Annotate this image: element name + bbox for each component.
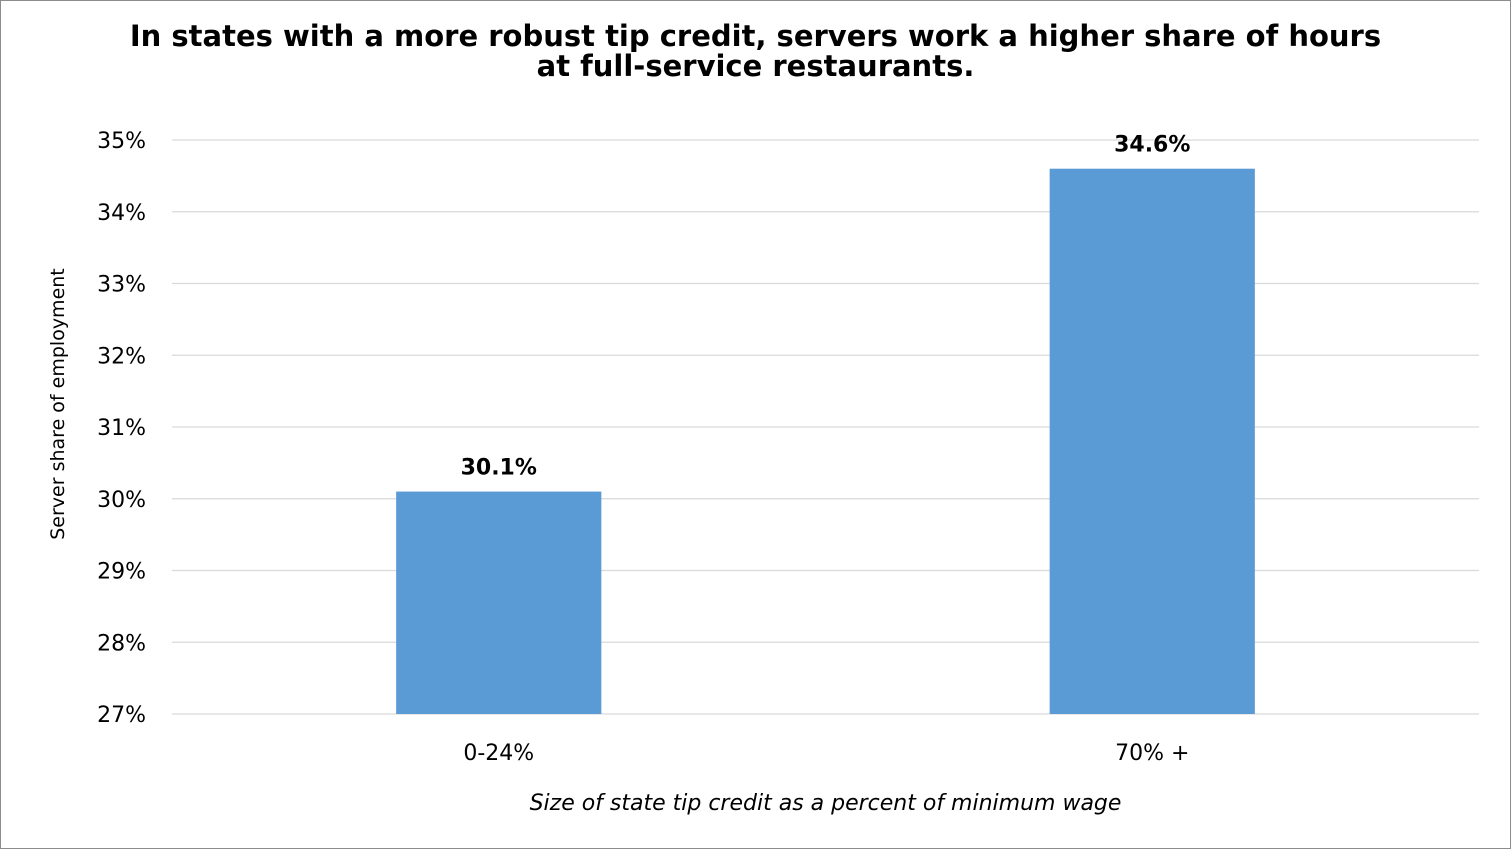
y-tick-label: 34% — [97, 201, 146, 226]
bar — [396, 491, 602, 714]
bars — [396, 168, 1255, 714]
y-tick-label: 28% — [97, 631, 146, 656]
y-tick-label: 29% — [97, 560, 146, 585]
x-axis-label: Size of state tip credit as a percent of… — [530, 791, 1122, 816]
y-axis-tick-labels: 27% 28% 29% 30% 31% 32% 33% 34% 35% — [97, 129, 146, 728]
y-tick-label: 27% — [97, 703, 146, 728]
x-axis-tick-labels: 0-24% 70% + — [463, 741, 1189, 766]
x-tick-label: 0-24% — [463, 741, 534, 766]
y-tick-label: 30% — [97, 488, 146, 513]
chart-title: In states with a more robust tip credit,… — [0, 19, 1511, 83]
gridlines — [172, 139, 1479, 715]
y-tick-label: 35% — [97, 129, 146, 154]
y-tick-label: 31% — [97, 416, 146, 441]
x-tick-label: 70% + — [1115, 741, 1189, 766]
data-label: 34.6% — [1114, 133, 1190, 158]
y-axis-label: Server share of employment — [47, 268, 69, 540]
chart-title-line-2: at full-service restaurants. — [536, 48, 975, 83]
y-tick-label: 33% — [97, 273, 146, 298]
y-tick-label: 32% — [97, 344, 146, 369]
data-labels: 30.1% 34.6% — [461, 133, 1191, 481]
data-label: 30.1% — [461, 456, 537, 481]
chart-title-line-1: In states with a more robust tip credit,… — [129, 19, 1382, 53]
bar — [1049, 168, 1255, 714]
